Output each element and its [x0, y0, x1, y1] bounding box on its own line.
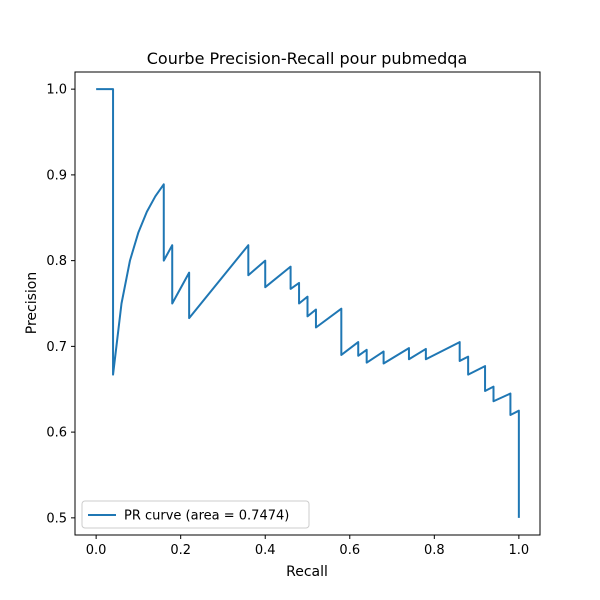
legend-label: PR curve (area = 0.7474) — [124, 509, 289, 524]
chart-title: Courbe Precision-Recall pour pubmedqa — [147, 49, 468, 68]
plot-area — [96, 88, 520, 518]
x-tick-label: 0.4 — [255, 543, 276, 558]
x-tick-label: 0.0 — [86, 543, 107, 558]
x-tick-label: 0.6 — [339, 543, 360, 558]
plot-frame — [74, 71, 541, 536]
x-tick-label: 0.2 — [170, 543, 191, 558]
series-line-0 — [96, 88, 520, 518]
y-tick-label: 0.7 — [46, 340, 67, 355]
x-axis: 0.0 0.2 0.4 0.6 0.8 1.0 — [86, 535, 529, 558]
x-axis-title: Recall — [286, 564, 328, 580]
x-tick-label: 0.8 — [424, 543, 445, 558]
y-tick-label: 0.5 — [46, 511, 67, 526]
y-tick-label: 0.8 — [46, 254, 67, 269]
y-axis-title: Precision — [24, 272, 40, 334]
y-tick-label: 0.6 — [46, 426, 67, 441]
legend-box — [81, 500, 310, 529]
legend: PR curve (area = 0.7474) — [81, 500, 310, 529]
y-tick-label: 0.9 — [46, 168, 67, 183]
y-tick-label: 1.0 — [46, 83, 67, 98]
x-tick-label: 1.0 — [509, 543, 530, 558]
y-axis: 0.5 0.6 0.7 0.8 0.9 1.0 — [46, 83, 75, 526]
